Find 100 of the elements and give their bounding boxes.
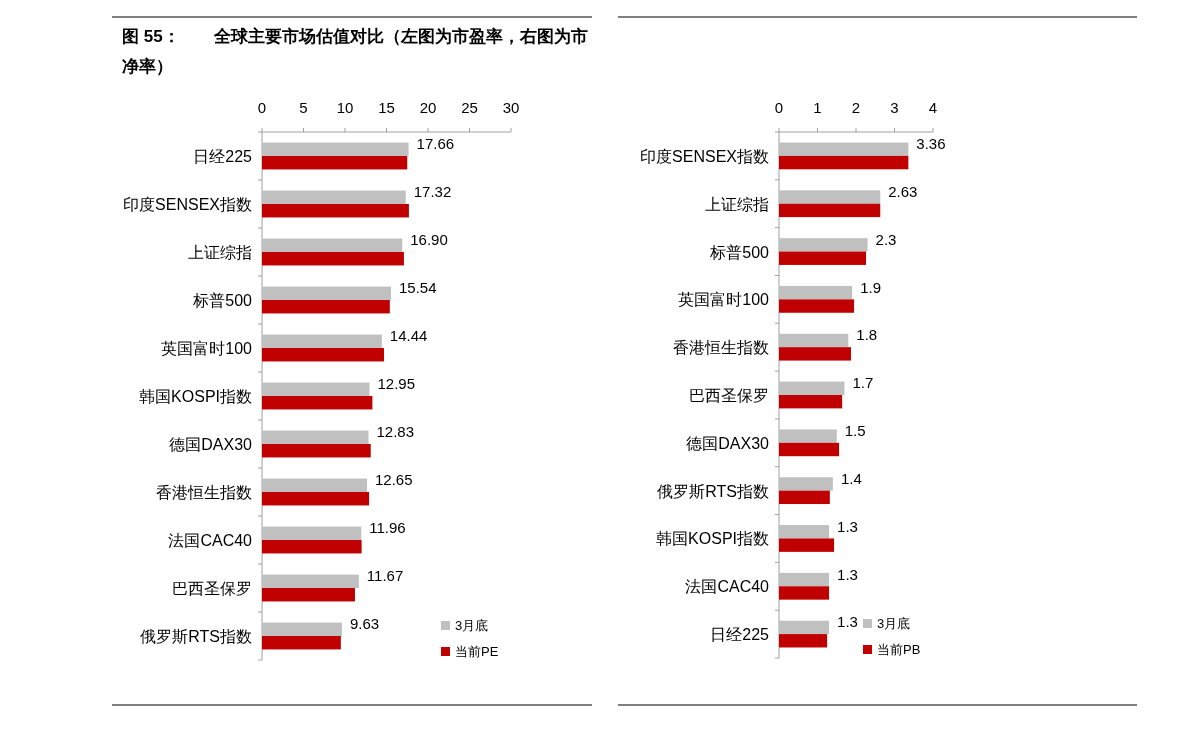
data-label: 1.5 [844, 422, 866, 440]
data-label: 12.95 [377, 375, 416, 393]
bar [262, 588, 355, 602]
x-tick-label: 0 [774, 99, 784, 116]
y-tick-label: 日经225 [710, 626, 770, 644]
bar [262, 300, 390, 314]
legend-label: 当前PB [877, 642, 921, 657]
y-tick-label: 印度SENSEX指数 [123, 196, 252, 213]
bar [262, 396, 373, 410]
bar [262, 622, 342, 636]
bar [779, 525, 830, 539]
bar [779, 285, 853, 300]
bar [262, 348, 385, 362]
data-label: 9.63 [349, 615, 380, 633]
y-tick-label: 上证综指 [188, 244, 252, 261]
bar [262, 478, 367, 492]
x-tick-label: 15 [378, 99, 395, 116]
y-tick-label: 韩国KOSPI指数 [139, 388, 252, 405]
bar [779, 634, 828, 648]
data-label: 11.67 [366, 567, 404, 585]
data-label: 12.83 [376, 423, 415, 441]
bar [779, 299, 855, 313]
y-tick-label: 俄罗斯RTS指数 [657, 482, 769, 500]
x-tick-label: 3 [890, 99, 899, 116]
data-label: 1.8 [856, 326, 878, 344]
data-label: 1.9 [860, 278, 882, 296]
bar [779, 572, 830, 587]
bar [262, 286, 391, 300]
x-tick-label: 1 [813, 99, 822, 116]
bar [779, 620, 830, 635]
data-label: 1.3 [837, 565, 858, 583]
bar [779, 586, 830, 600]
legend-label: 当前PE [455, 644, 499, 659]
x-tick-label: 2 [851, 99, 861, 116]
bar [262, 540, 362, 554]
bar [779, 251, 867, 265]
bar [262, 334, 382, 348]
y-tick-label: 上证综指 [705, 195, 769, 213]
data-label: 1.3 [837, 517, 858, 535]
data-label: 17.66 [416, 135, 455, 153]
y-tick-label: 巴西圣保罗 [689, 387, 769, 404]
chart-title: 图 55： 全球主要市场估值对比（左图为市盈率，右图为市净率） [122, 26, 589, 78]
y-tick-label: 印度SENSEX指数 [640, 147, 769, 165]
y-tick-label: 香港恒生指数 [156, 484, 252, 501]
y-tick-label: 俄罗斯RTS指数 [140, 628, 252, 645]
y-tick-label: 法国CAC40 [168, 532, 253, 549]
legend-label: 3月底 [455, 618, 489, 633]
data-label: 1.3 [837, 613, 858, 631]
x-tick-label: 5 [299, 99, 308, 116]
bar [779, 490, 830, 505]
bar [779, 190, 881, 204]
bar [779, 395, 843, 409]
x-tick-label: 4 [928, 99, 938, 116]
bar [262, 526, 362, 540]
y-tick-label: 英国富时100 [161, 340, 253, 357]
y-tick-label: 韩国KOSPI指数 [656, 530, 769, 548]
data-label: 14.44 [389, 327, 428, 345]
bar [262, 190, 406, 204]
bar [779, 155, 909, 170]
bar [779, 381, 845, 395]
data-label: 17.32 [413, 183, 452, 201]
bar [262, 636, 341, 650]
data-label: 15.54 [398, 279, 437, 297]
y-tick-label: 巴西圣保罗 [172, 580, 252, 597]
x-tick-label: 0 [257, 99, 267, 116]
bar [779, 477, 833, 491]
bar [262, 156, 408, 170]
x-tick-label: 30 [502, 99, 520, 116]
y-tick-label: 标普500 [192, 292, 253, 309]
bar [779, 347, 851, 361]
data-label: 3.36 [916, 135, 946, 153]
bar [779, 429, 837, 443]
bar [262, 204, 409, 218]
data-label: 16.90 [410, 231, 448, 249]
data-label: 2.63 [888, 183, 918, 201]
bar [779, 203, 881, 218]
bar [779, 442, 840, 457]
data-label: 11.96 [369, 519, 406, 537]
bar [779, 238, 868, 252]
bar [262, 492, 370, 506]
bar [779, 142, 909, 156]
data-label: 1.4 [840, 469, 862, 487]
y-tick-label: 德国DAX30 [169, 436, 253, 453]
x-tick-label: 25 [461, 99, 478, 116]
bar [779, 538, 835, 552]
y-tick-label: 香港恒生指数 [673, 339, 769, 357]
bar [262, 574, 359, 588]
x-tick-label: 20 [419, 99, 437, 116]
x-tick-label: 10 [336, 99, 354, 116]
bar [779, 333, 849, 348]
y-tick-label: 德国DAX30 [686, 434, 770, 452]
y-tick-label: 标普500 [709, 243, 770, 261]
y-tick-label: 法国CAC40 [685, 578, 770, 596]
bar [262, 252, 404, 266]
y-tick-label: 英国富时100 [678, 291, 770, 309]
bar [262, 382, 370, 396]
y-tick-label: 日经225 [193, 148, 253, 165]
bar [262, 238, 403, 252]
legend-label: 3月底 [877, 616, 911, 631]
data-label: 1.7 [852, 374, 874, 392]
